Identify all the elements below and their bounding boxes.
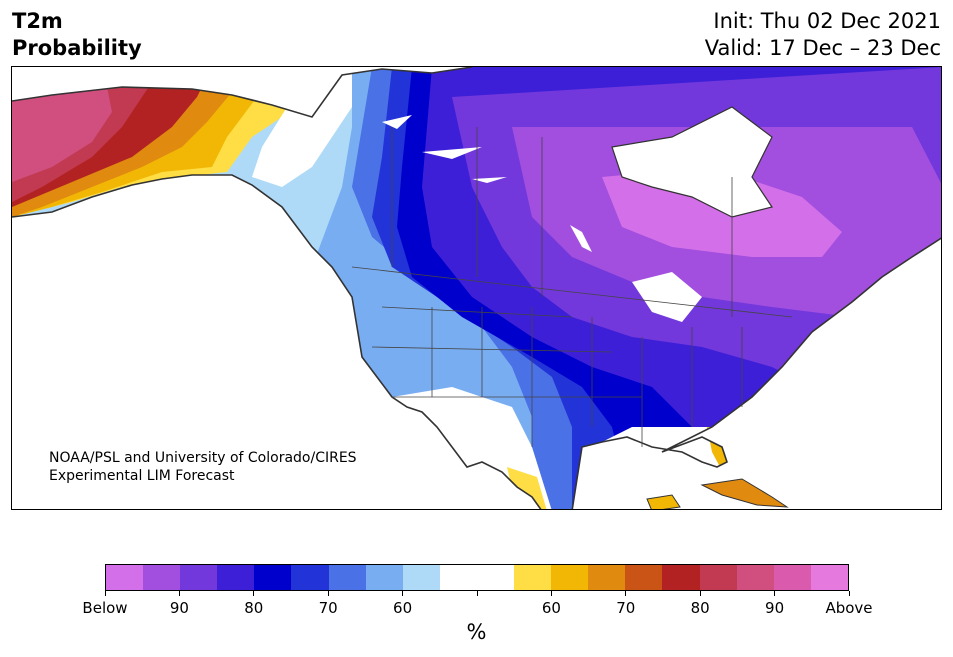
colorbar-tick: [178, 591, 180, 596]
colorbar-tick-label: 90: [765, 599, 785, 617]
colorbar-tick: [699, 591, 701, 596]
colorbar-segment: [143, 565, 181, 590]
colorbar-segment: [476, 565, 515, 590]
colorbar-tick: [625, 591, 627, 596]
title-line-metric: Probability: [12, 36, 142, 60]
colorbar-tick: [327, 591, 329, 596]
colorbar-segment: [365, 565, 403, 590]
colorbar-tick-label: 70: [616, 599, 636, 617]
colorbar-segment: [514, 565, 552, 590]
colorbar-tick: [402, 591, 404, 596]
colorbar-segment: [699, 565, 737, 590]
colorbar-tick-label: 70: [318, 599, 338, 617]
forecast-dates: Init: Thu 02 Dec 2021 Valid: 17 Dec – 23…: [705, 8, 941, 62]
colorbar-tick: [104, 591, 106, 596]
colorbar-tick-label: 90: [169, 599, 189, 617]
colorbar-segment: [106, 565, 144, 590]
colorbar: [105, 564, 849, 591]
probability-map: [12, 67, 941, 509]
colorbar-segment: [217, 565, 255, 590]
colorbar-tick-label: 60: [541, 599, 561, 617]
map-panel: [11, 66, 942, 510]
valid-range: Valid: 17 Dec – 23 Dec: [704, 36, 941, 60]
credit-line-org: NOAA/PSL and University of Colorado/CIRE…: [49, 450, 357, 466]
colorbar-tick-label: Below: [82, 599, 128, 617]
colorbar-segment: [625, 565, 663, 590]
colorbar-tick: [848, 591, 850, 596]
colorbar-tick: [774, 591, 776, 596]
colorbar-segment: [810, 565, 848, 590]
colorbar-segment: [439, 565, 477, 590]
colorbar-unit: %: [466, 620, 487, 644]
colorbar-segment: [551, 565, 589, 590]
colorbar-segment: [328, 565, 366, 590]
map-title: T2m Probability: [12, 8, 142, 62]
colorbar-segment: [402, 565, 440, 590]
colorbar-tick: [550, 591, 552, 596]
colorbar-segment: [736, 565, 774, 590]
colorbar-segment: [773, 565, 811, 590]
colorbar-tick: [253, 591, 255, 596]
colorbar-tick: [476, 591, 478, 596]
colorbar-segment: [291, 565, 329, 590]
colorbar-tick-label: 60: [393, 599, 413, 617]
credit-line-model: Experimental LIM Forecast: [49, 468, 235, 484]
title-line-variable: T2m: [12, 9, 63, 33]
init-date: Init: Thu 02 Dec 2021: [713, 9, 941, 33]
colorbar-labels: Below 90 80 70 60 60 70 80 90 Above: [82, 599, 872, 619]
colorbar-tick-label: 80: [690, 599, 710, 617]
map-credit: NOAA/PSL and University of Colorado/CIRE…: [49, 449, 357, 485]
colorbar-segment: [662, 565, 700, 590]
colorbar-tick-label: 80: [244, 599, 264, 617]
colorbar-tick-label: Above: [825, 599, 873, 617]
colorbar-segment: [254, 565, 292, 590]
colorbar-segment: [180, 565, 218, 590]
colorbar-segment: [588, 565, 626, 590]
